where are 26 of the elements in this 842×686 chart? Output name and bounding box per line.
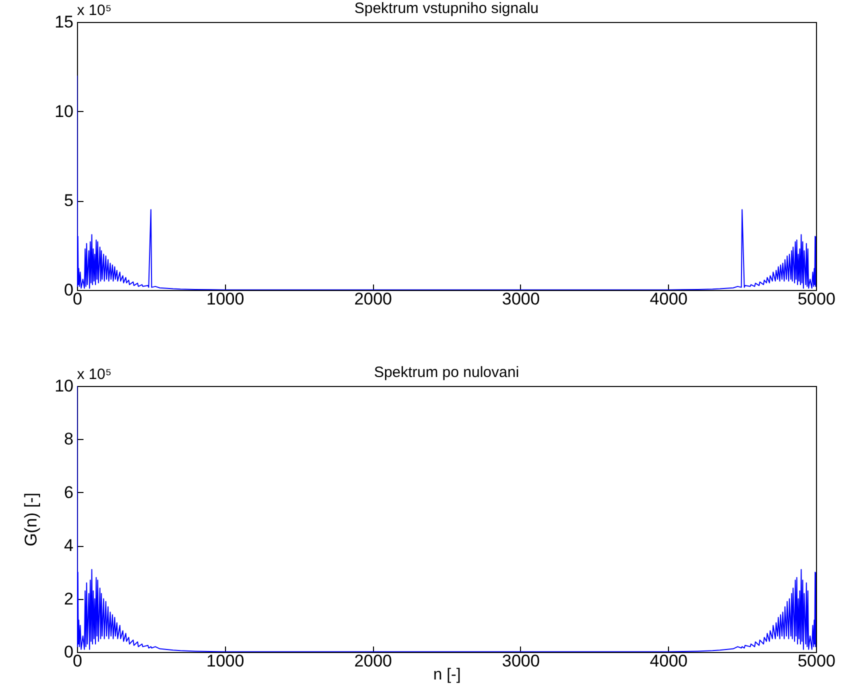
x-tick-label: 1000	[206, 290, 244, 308]
y-tick-label: 10	[54, 102, 74, 121]
x-tick-label: 3000	[502, 290, 540, 308]
y-tick-label: 15	[54, 12, 74, 32]
line-series	[77, 75, 816, 290]
y-tick-label: 8	[64, 430, 74, 449]
chart-title: Spektrum po nulovani	[374, 364, 520, 381]
x-tick-label: 4000	[650, 290, 688, 308]
x-tick-label: 2000	[354, 290, 392, 308]
y-axis-title: G(n) [-]	[22, 492, 41, 546]
y-tick-label: 6	[64, 482, 74, 502]
y-tick-label: 4	[64, 536, 74, 556]
text: x 10⁵	[77, 366, 112, 383]
chart-title: Spektrum vstupniho signalu	[354, 0, 539, 17]
text: x 10⁵	[77, 2, 112, 19]
x-tick-label: 5000	[798, 290, 836, 308]
x-tick-label: 1000	[206, 652, 244, 670]
line-series	[77, 386, 816, 652]
x-tick-label: 3000	[502, 652, 540, 670]
y-tick-label: 10	[54, 376, 74, 396]
y-tick-label: 5	[64, 191, 74, 210]
x-tick-label: 4000	[650, 652, 688, 670]
x-tick-label: 5000	[798, 652, 836, 670]
x-tick-label: 2000	[354, 652, 392, 670]
y-tick-label: 2	[64, 589, 74, 608]
x-axis-title: n [-]	[433, 666, 461, 684]
